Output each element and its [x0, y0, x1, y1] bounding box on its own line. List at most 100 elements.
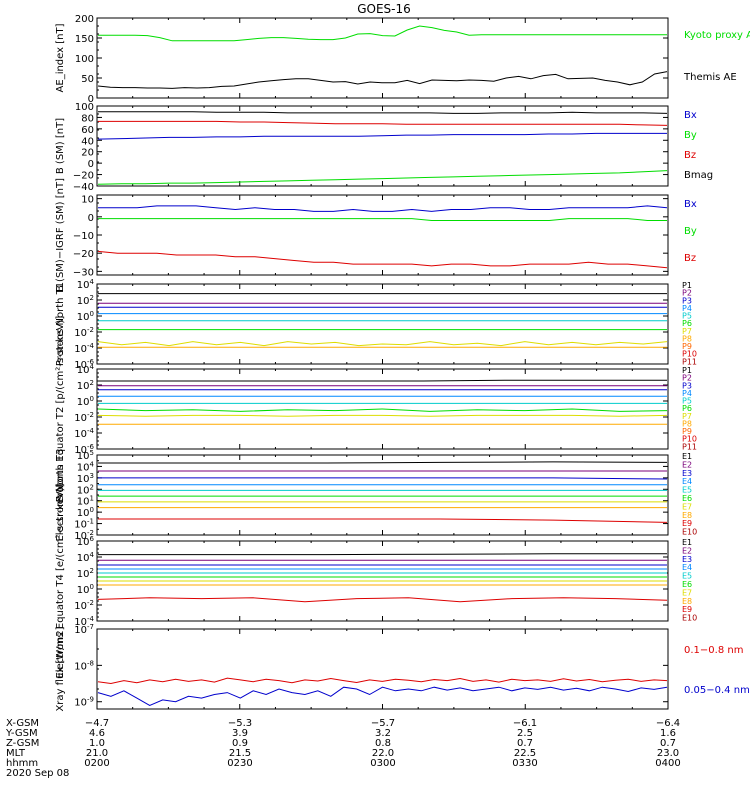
legend-item: P9 [682, 342, 692, 351]
y-tick-label: 100 [77, 583, 94, 596]
series-line-00504nm [97, 686, 668, 706]
y-tick-label: 104 [77, 363, 95, 376]
series-line-p6 [97, 408, 668, 412]
y-tick-label: 150 [75, 34, 94, 45]
legend-item: E4 [682, 477, 692, 486]
ephem-value: 3.2 [375, 728, 391, 739]
y-tick-label: 40 [81, 136, 94, 147]
legend-item: By [684, 226, 697, 237]
y-tick-label: 50 [81, 74, 94, 85]
y-axis-label: Electrons Equator T4 [e/(cm²-s-sr-keV)] [55, 483, 66, 678]
legend-xray-short: 0.05−0.4 nm [684, 685, 750, 696]
panel-frame [96, 17, 669, 99]
y-tick-exponent: -4 [87, 427, 95, 435]
ephem-value: 22.0 [372, 748, 394, 759]
legend-item: E2 [682, 546, 692, 555]
y-axis-label: B (SM)−IGRF (SM) [nT] [55, 178, 66, 292]
y-tick-label: −30 [73, 267, 94, 278]
y-tick-label: 102 [77, 567, 94, 580]
panel-5: 1 0 -6 10-4 10-2 100 102 104 Protons Equator T2 … [55, 316, 697, 503]
legend-item: P2 [682, 289, 692, 298]
panel-3: −30 −20 −10 0 10 B (SM)−IGRF (SM) [nT] Bx By Bz [55, 178, 697, 292]
legend-item: E6 [682, 580, 692, 589]
y-tick-exponent: -2 [87, 326, 94, 334]
y-tick-label: 106 [77, 535, 95, 548]
y-axis-label: B (SM) [nT] [55, 118, 66, 174]
ephem-value: 4.6 [89, 728, 105, 739]
y-tick-label: 10-8 [74, 659, 94, 672]
y-tick-exponent: -4 [87, 342, 95, 350]
y-tick-exponent: 6 [90, 535, 95, 543]
y-tick-label: −20 [73, 249, 94, 260]
series-line-0108nm [97, 677, 668, 685]
legend-item: P10 [682, 435, 697, 444]
legend-item: Bmag [684, 170, 713, 181]
ephem-value: 0330 [512, 758, 537, 769]
y-tick-label: 0 [88, 159, 94, 170]
y-tick-exponent: 4 [90, 278, 95, 286]
legend-item: P10 [682, 350, 697, 359]
y-tick-label: −40 [73, 182, 94, 193]
y-tick-exponent: -2 [87, 529, 94, 537]
series-line-e9 [97, 597, 668, 603]
y-tick-exponent: -8 [87, 659, 94, 667]
y-tick-exponent: 1 [90, 495, 94, 503]
series-line-themisae [97, 71, 668, 89]
series-line-bx [97, 132, 667, 140]
legend-item: P5 [682, 397, 692, 406]
y-axis-label: AE_index [nT] [55, 23, 66, 92]
ephem-row-label: hhmm [6, 758, 38, 769]
legend-item: E7 [682, 588, 692, 597]
ephem-value: 21.0 [86, 748, 108, 759]
ephem-value: 0.7 [660, 738, 676, 749]
y-tick-label: 10-9 [74, 696, 94, 709]
legend-item: E8 [682, 597, 692, 606]
legend-item: E10 [682, 528, 697, 537]
ephem-value: 0.7 [517, 738, 533, 749]
ephem-value: 23.0 [657, 748, 679, 759]
y-tick-label: 10 [81, 195, 94, 206]
ephem-value: 0.8 [375, 738, 391, 749]
y-tick-exponent: -7 [87, 623, 94, 631]
legend-item: E1 [682, 538, 692, 547]
y-tick-label: 20 [81, 148, 94, 159]
ephem-value: −6.1 [513, 718, 537, 729]
y-tick-label: 10-4 [74, 342, 94, 355]
y-tick-exponent: -6 [87, 358, 95, 366]
y-tick-exponent: 4 [90, 363, 95, 371]
ephem-value: 1.0 [89, 738, 105, 749]
y-axis-label: Protons North T1 [55, 282, 66, 366]
y-tick-label: 60 [81, 125, 94, 136]
y-tick-label: 0 [88, 94, 94, 105]
y-axis-label: Electrons North T3 [55, 448, 66, 541]
legend-item: P1 [682, 281, 692, 290]
ephem-value: 3.9 [232, 728, 248, 739]
legend-xray-long: 0.1−0.8 nm [684, 645, 743, 656]
legend-item: By [684, 130, 697, 141]
ephemeris-table: X-GSM −4.7 −5.3 −5.7 −6.1 −6.4 Y-GSM 4.6 3.9 3.2 2… [5, 718, 681, 779]
ephem-value: 0230 [227, 758, 252, 769]
y-tick-label: 10-7 [74, 623, 94, 636]
legend-item: E5 [682, 486, 692, 495]
legend-themis: Themis AE [683, 72, 737, 83]
legend-item: E10 [682, 614, 697, 623]
series-line-by [98, 218, 667, 221]
legend-item: E9 [682, 519, 692, 528]
series-line-e1 [98, 461, 668, 464]
ephem-row-label: X-GSM [6, 718, 39, 729]
panel-1: 0 50 100 150 200 AE_index [nT] Kyoto proxy AE T… [55, 14, 750, 105]
panel-frame [96, 283, 669, 365]
legend-item: E2 [682, 460, 692, 469]
legend-item: E8 [682, 511, 692, 520]
y-axis-label: Xray flux [W/m2] [55, 626, 66, 711]
legend-item: E1 [682, 452, 692, 461]
y-tick-label: 10-2 [74, 411, 94, 424]
y-tick-exponent: 2 [90, 567, 94, 575]
y-tick-exponent: 0 [90, 395, 94, 403]
y-tick-label: 100 [77, 310, 94, 323]
y-tick-exponent: -9 [87, 696, 94, 704]
